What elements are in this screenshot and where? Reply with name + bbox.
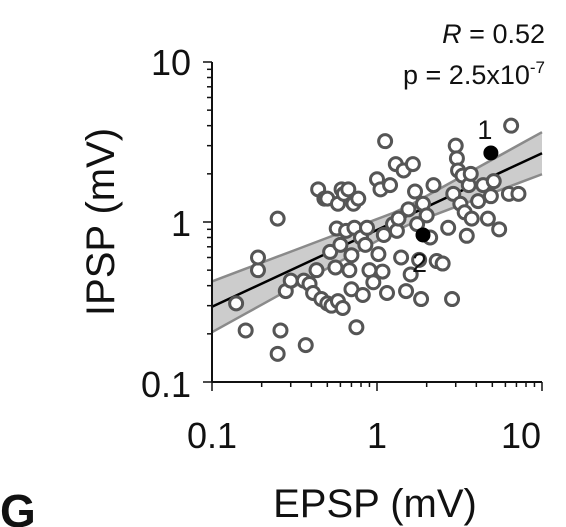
data-point-83 [462, 165, 479, 182]
data-point-64 [411, 251, 428, 268]
confidence-band-upper [211, 131, 543, 283]
data-point-69 [425, 177, 442, 194]
p-annotation: p = 2.5x10-7 [403, 58, 545, 90]
data-point-73 [444, 291, 461, 308]
data-point-51 [382, 177, 399, 194]
data-point-47 [374, 263, 391, 280]
data-point-32 [343, 247, 360, 264]
data-point-21 [327, 259, 344, 276]
y-tick-label-2: 10 [151, 42, 191, 83]
x-tick-label-1: 1 [367, 415, 387, 456]
data-point-58 [398, 283, 415, 300]
data-point-71 [434, 255, 451, 272]
data-point-1 [237, 322, 254, 339]
data-point-10 [297, 337, 314, 354]
data-point-39 [354, 286, 371, 303]
r-annotation: R = 0.52 [442, 19, 545, 49]
data-point-13 [308, 262, 325, 279]
data-point-93 [510, 185, 527, 202]
data-point-87 [479, 210, 496, 227]
data-point-0 [228, 295, 245, 312]
data-point-88 [482, 188, 499, 205]
data-point-25 [332, 236, 349, 253]
data-point-40 [357, 236, 374, 253]
highlighted-points: 12 [412, 115, 499, 278]
data-point-41 [359, 219, 376, 236]
data-point-65 [413, 291, 430, 308]
data-point-81 [458, 227, 475, 244]
data-point-60 [402, 266, 419, 283]
data-point-49 [377, 133, 394, 150]
data-point-37 [350, 190, 367, 207]
p-value: p = 2.5x10 [403, 60, 530, 90]
data-point-50 [379, 284, 396, 301]
y-axis-title: IPSP (mV) [79, 128, 123, 316]
highlighted-point-label-1: 1 [477, 115, 492, 145]
data-point-8 [282, 272, 299, 289]
axes [203, 61, 543, 391]
data-point-61 [404, 156, 421, 173]
data-point-36 [348, 319, 365, 336]
data-point-67 [418, 207, 435, 224]
data-point-75 [447, 137, 464, 154]
highlighted-point-2 [415, 227, 431, 243]
data-point-43 [365, 274, 382, 291]
data-point-2 [249, 262, 266, 279]
highlighted-point-1 [483, 145, 499, 161]
x-tick-label-2: 10 [501, 415, 541, 456]
data-point-72 [440, 219, 457, 236]
data-point-3 [249, 249, 266, 266]
data-point-85 [470, 193, 487, 210]
r-symbol: R [442, 19, 462, 49]
y-tick-label-1: 1 [171, 203, 191, 244]
data-point-30 [340, 181, 357, 198]
data-point-92 [503, 117, 520, 134]
data-point-45 [370, 246, 387, 263]
x-tick-label-0: 0.1 [187, 415, 237, 456]
panel-label: G [0, 485, 36, 527]
p-exponent: -7 [530, 58, 545, 77]
data-points [228, 117, 527, 362]
data-point-27 [334, 300, 351, 317]
data-point-56 [393, 249, 410, 266]
data-point-90 [491, 221, 508, 238]
r-value: = 0.52 [462, 19, 545, 49]
data-point-5 [269, 345, 286, 362]
data-point-6 [272, 322, 289, 339]
data-point-4 [269, 210, 286, 227]
data-point-62 [407, 183, 424, 200]
data-point-31 [341, 262, 358, 279]
x-axis-title: EPSP (mV) [273, 482, 477, 526]
y-tick-label-0: 0.1 [141, 364, 191, 405]
highlighted-point-label-2: 2 [412, 248, 427, 278]
data-point-89 [485, 173, 502, 190]
data-point-55 [390, 210, 407, 227]
data-point-59 [400, 201, 417, 218]
data-point-84 [463, 210, 480, 227]
